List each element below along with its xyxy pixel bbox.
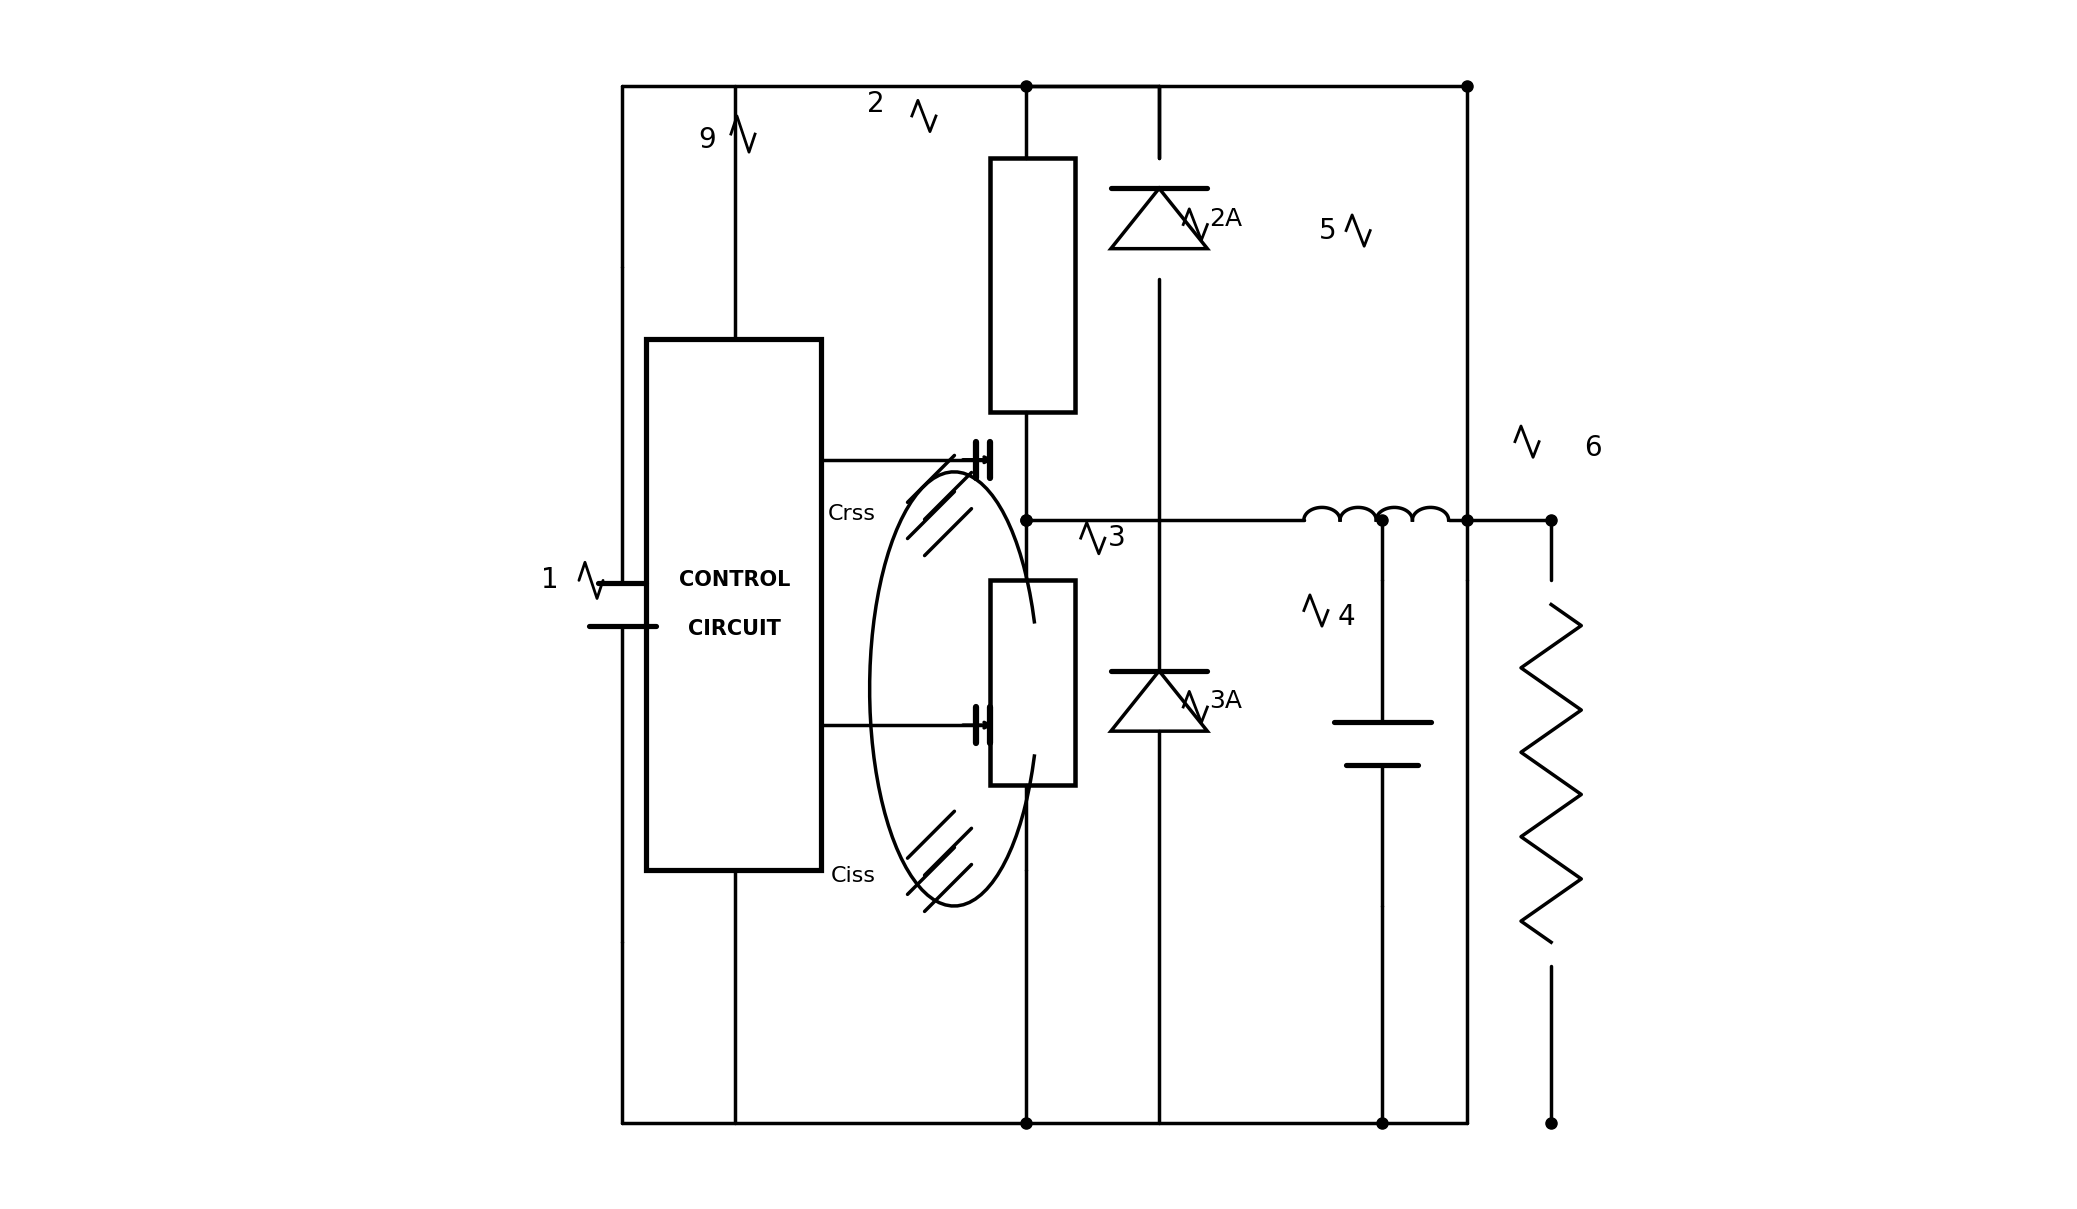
Polygon shape: [1111, 671, 1207, 731]
Text: 1: 1: [542, 566, 559, 595]
Text: Ciss: Ciss: [831, 866, 876, 886]
FancyBboxPatch shape: [991, 158, 1074, 411]
FancyBboxPatch shape: [991, 580, 1074, 786]
Text: 3A: 3A: [1209, 689, 1242, 713]
Text: CONTROL: CONTROL: [679, 571, 789, 590]
Text: 6: 6: [1585, 434, 1601, 462]
Polygon shape: [1111, 189, 1207, 249]
Text: CIRCUIT: CIRCUIT: [687, 619, 781, 638]
FancyBboxPatch shape: [646, 340, 820, 869]
Text: 2: 2: [866, 89, 885, 118]
Text: Crss: Crss: [827, 504, 876, 523]
Text: 5: 5: [1319, 216, 1338, 244]
Text: 9: 9: [698, 126, 717, 154]
Text: 2A: 2A: [1209, 207, 1242, 231]
Text: 4: 4: [1338, 602, 1354, 631]
Text: 3: 3: [1107, 525, 1126, 553]
